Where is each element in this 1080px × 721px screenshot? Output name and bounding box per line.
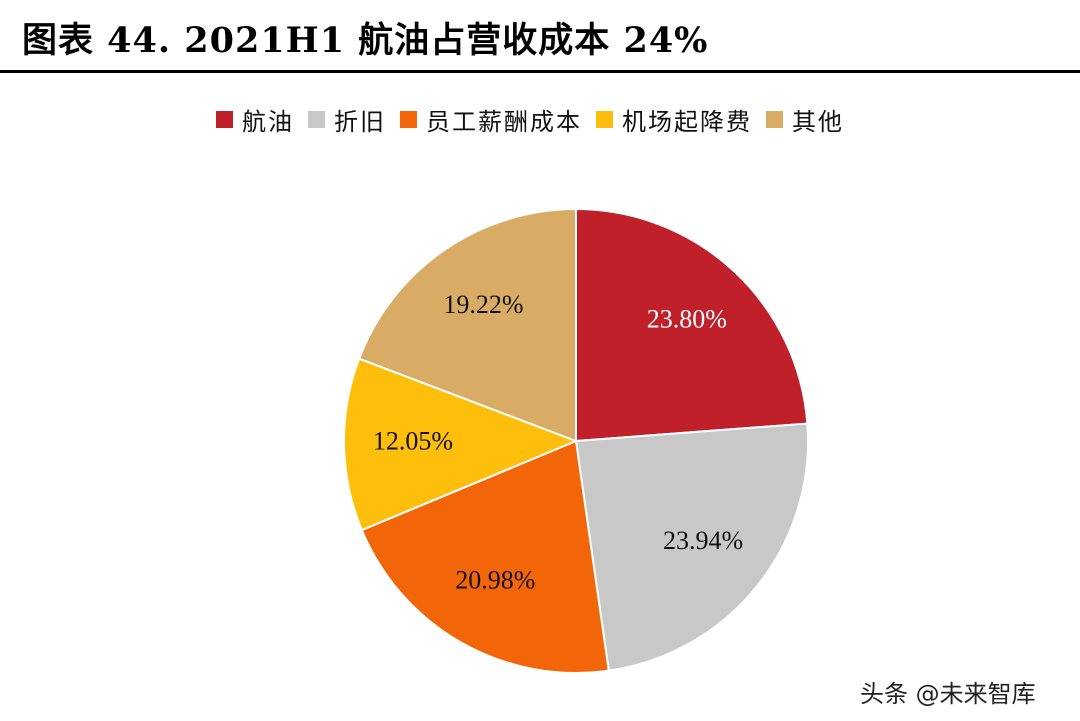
legend-item-staff-cost: 员工薪酬成本 — [400, 102, 582, 137]
slice-data-label: 23.80% — [647, 304, 727, 333]
legend-swatch — [766, 110, 783, 128]
legend-swatch — [400, 110, 417, 128]
legend-label: 折旧 — [334, 107, 386, 136]
legend-item-other: 其他 — [766, 102, 844, 137]
legend-label: 机场起降费 — [622, 107, 752, 136]
slice-data-label: 19.22% — [443, 290, 523, 319]
legend-label: 航油 — [242, 107, 294, 136]
chart-title: 图表 44. 2021H1 航油占营收成本 24% — [22, 20, 709, 61]
legend-swatch — [596, 110, 613, 128]
chart-legend: 航油 折旧 员工薪酬成本 机场起降费 其他 — [216, 102, 858, 137]
pie-slice — [343, 357, 579, 532]
watermark-text: 头条 @未来智库 — [860, 680, 1036, 708]
pie-slice — [360, 439, 610, 674]
legend-item-jet-fuel: 航油 — [216, 102, 294, 137]
pie-slice — [357, 207, 577, 443]
title-underline — [0, 70, 1080, 73]
slice-data-label: 20.98% — [455, 566, 535, 595]
slice-data-label: 12.05% — [373, 426, 453, 455]
legend-item-airport-fees: 机场起降费 — [596, 102, 752, 137]
legend-item-depreciation: 折旧 — [308, 102, 386, 137]
slice-data-label: 23.94% — [663, 526, 743, 555]
legend-swatch — [216, 110, 233, 128]
legend-label: 其他 — [792, 107, 844, 136]
pie-slice — [574, 422, 809, 672]
legend-label: 员工薪酬成本 — [426, 107, 582, 136]
legend-swatch — [308, 110, 325, 128]
pie-slice — [575, 207, 809, 443]
